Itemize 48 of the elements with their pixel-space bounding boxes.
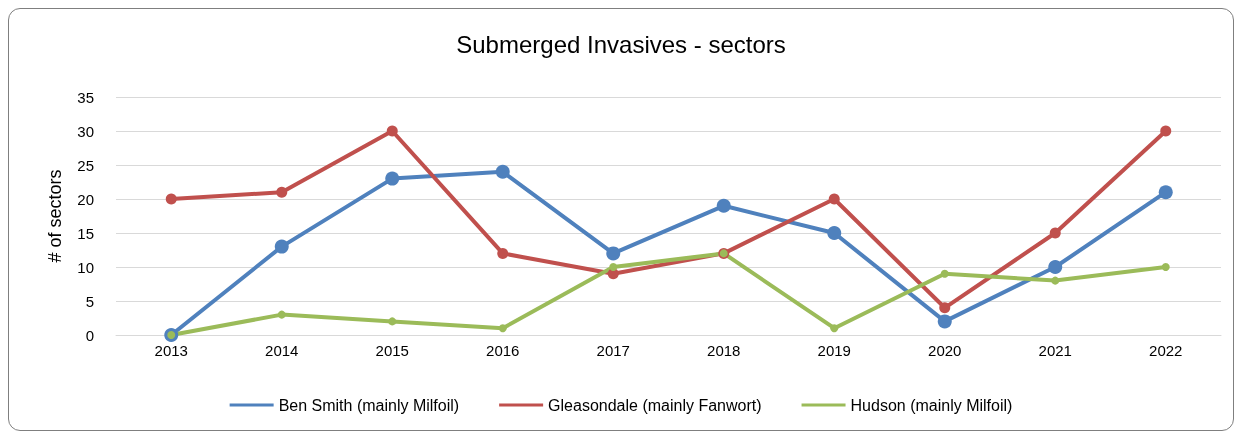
point <box>274 239 289 254</box>
point <box>498 324 507 333</box>
x-tick-label: 2019 <box>817 342 851 359</box>
x-tick-label: 2017 <box>596 342 630 359</box>
point <box>276 186 288 198</box>
point <box>830 324 839 333</box>
y-axis-title: # of sectors <box>45 169 65 263</box>
y-tick-label: 20 <box>77 190 94 208</box>
x-tick-label: 2014 <box>265 342 299 359</box>
y-tick-label: 10 <box>77 258 94 276</box>
y-tick-label: 0 <box>85 326 94 344</box>
legend-label: Ben Smith (mainly Milfoil) <box>278 396 460 414</box>
point <box>1160 125 1172 137</box>
x-tick-label: 2015 <box>375 342 409 359</box>
chart-title: Submerged Invasives - sectors <box>456 30 786 58</box>
point <box>386 125 398 137</box>
point <box>606 246 621 261</box>
x-tick-label: 2022 <box>1149 342 1183 359</box>
x-tick-label: 2020 <box>928 342 962 359</box>
y-tick-label: 30 <box>77 122 94 140</box>
x-tick-label: 2021 <box>1038 342 1072 359</box>
point <box>1051 276 1060 285</box>
y-tick-label: 5 <box>85 292 94 310</box>
y-tick-label: 25 <box>77 156 94 174</box>
y-tick-label: 35 <box>77 88 94 106</box>
point <box>497 247 509 259</box>
point <box>939 302 951 314</box>
x-tick-label: 2018 <box>707 342 741 359</box>
point <box>940 269 949 278</box>
point <box>609 263 618 271</box>
legend-label: Hudson (mainly Milfoil) <box>850 396 1013 414</box>
point <box>937 314 952 329</box>
point <box>1048 260 1063 274</box>
point <box>716 198 731 213</box>
point <box>388 317 397 326</box>
point <box>277 310 286 319</box>
x-tick-label: 2016 <box>486 342 520 359</box>
point <box>1158 185 1173 200</box>
point <box>1161 263 1170 271</box>
x-tick-label: 2013 <box>154 342 188 359</box>
point <box>385 171 400 186</box>
point <box>828 193 840 205</box>
point <box>827 226 842 240</box>
point <box>165 193 177 205</box>
point <box>495 164 510 179</box>
legend-label: Gleasondale (mainly Fanwort) <box>548 396 762 414</box>
y-tick-label: 15 <box>77 224 94 242</box>
point <box>1049 227 1061 239</box>
